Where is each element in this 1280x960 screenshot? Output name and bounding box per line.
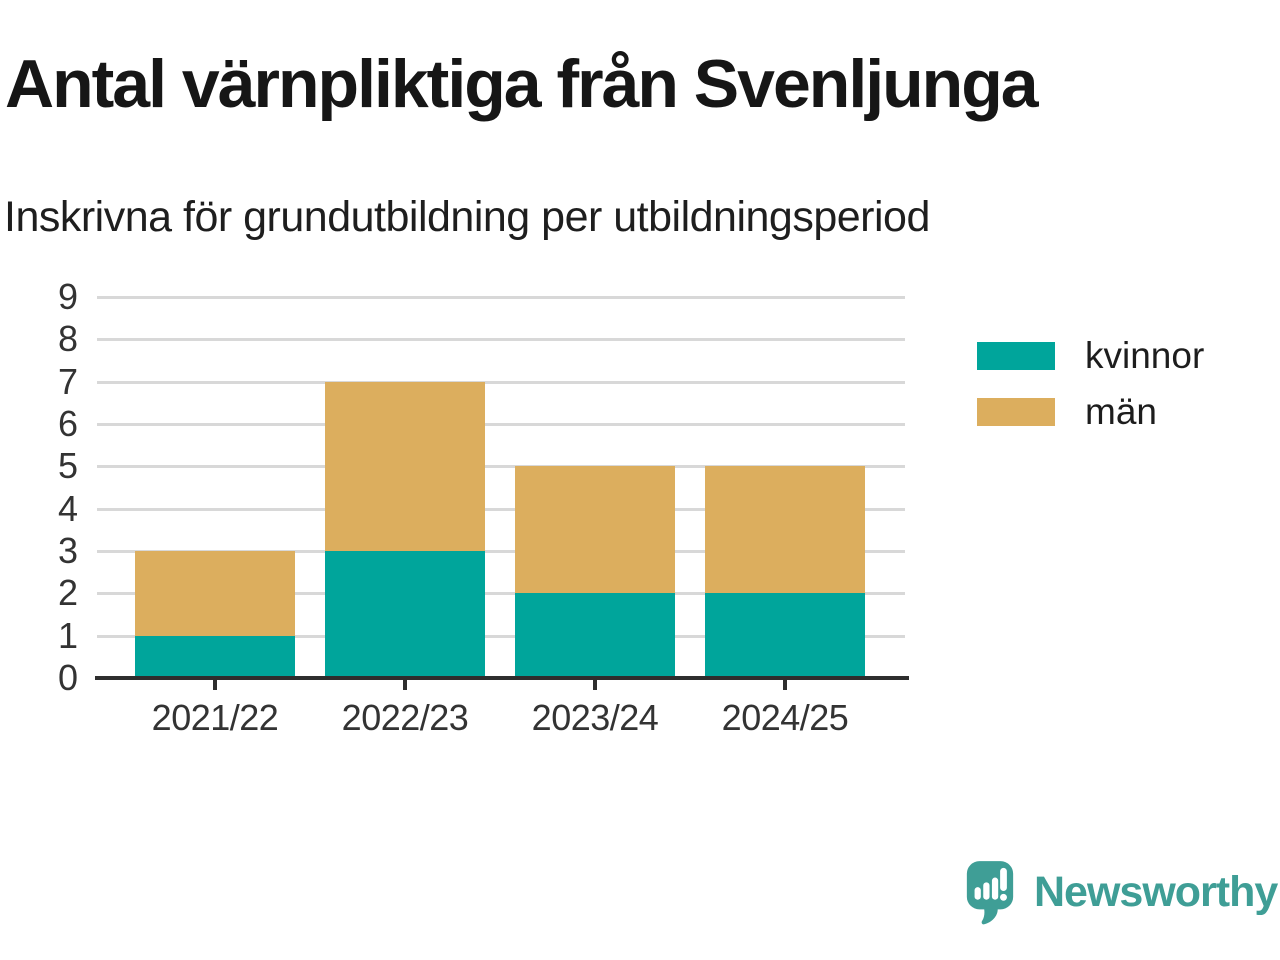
- x-axis-category-label: 2023/24: [531, 697, 659, 738]
- x-axis-category-label: 2022/23: [341, 697, 469, 738]
- gridline-y-1: [97, 634, 905, 638]
- bar-segment-kvinnor-2024/25: [705, 593, 865, 678]
- brand-footer: Newsworthy: [963, 856, 1278, 928]
- brand-name: Newsworthy: [1034, 867, 1278, 916]
- gridline-y-7: [97, 380, 905, 384]
- x-axis-category-label: 2024/25: [721, 697, 849, 738]
- y-axis-tick-label: 7: [57, 360, 78, 402]
- legend-swatch-män: [977, 398, 1055, 426]
- bar-segment-kvinnor-2021/22: [135, 635, 295, 678]
- logo-bar-chart-glyph: [974, 867, 1007, 901]
- x-axis-tick: [783, 676, 787, 690]
- bar-segment-kvinnor-2023/24: [515, 593, 675, 678]
- y-axis-tick-label: 9: [57, 276, 78, 317]
- bar-segment-män-2022/23: [325, 381, 485, 551]
- bar-segment-män-2023/24: [515, 466, 675, 594]
- bar-segment-män-2024/25: [705, 466, 865, 594]
- y-axis-tick-label: 0: [57, 657, 78, 698]
- x-axis-tick: [403, 676, 407, 690]
- x-axis-line: [95, 676, 909, 680]
- chart-subtitle: Inskrivna för grundutbildning per utbild…: [4, 193, 930, 241]
- y-axis-tick-label: 5: [57, 445, 78, 487]
- bar-segment-män-2021/22: [135, 551, 295, 636]
- gridline-y-4: [97, 507, 905, 511]
- x-axis-category-label: 2021/22: [151, 697, 279, 738]
- y-axis-tick-label: 2: [57, 572, 78, 614]
- y-axis-tick-label: 1: [57, 614, 78, 656]
- newsworthy-logo-icon: [966, 861, 1014, 925]
- gridline-y-2: [97, 592, 905, 596]
- y-axis-tick-label: 8: [57, 318, 78, 360]
- legend-label-män: män: [1085, 391, 1157, 432]
- legend-swatch-kvinnor: [977, 342, 1055, 370]
- gridline-y-5: [97, 465, 905, 469]
- gridline-y-9: [97, 296, 905, 299]
- y-axis-tick-label: 3: [57, 530, 78, 571]
- gridline-y-3: [97, 550, 905, 553]
- bar-segment-kvinnor-2022/23: [325, 551, 485, 678]
- gridline-y-6: [97, 423, 905, 426]
- y-axis-tick-label: 4: [57, 487, 78, 529]
- x-axis-tick: [213, 676, 217, 690]
- chart-title: Antal värnpliktiga från Svenljunga: [5, 46, 1039, 122]
- gridline-y-8: [97, 338, 905, 342]
- x-axis-tick: [593, 676, 597, 690]
- y-axis-tick-label: 6: [57, 403, 78, 444]
- legend-label-kvinnor: kvinnor: [1085, 335, 1205, 376]
